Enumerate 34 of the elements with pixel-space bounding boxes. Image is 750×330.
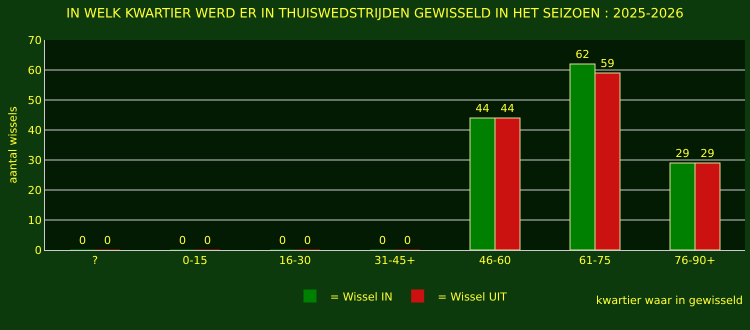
data-label: 62 [576, 48, 590, 61]
data-label: 29 [700, 147, 714, 160]
data-label: 0 [79, 234, 86, 247]
x-tick-label: 46-60 [479, 254, 511, 268]
x-tick-label: 0-15 [182, 254, 208, 268]
data-label: 29 [676, 147, 690, 160]
legend-label: = Wissel IN [330, 290, 393, 304]
y-tick-label: 60 [28, 64, 42, 77]
legend-label: = Wissel UIT [438, 290, 508, 304]
data-label: 0 [104, 234, 111, 247]
x-axis-title: kwartier waar in gewisseld [596, 294, 743, 307]
y-axis-title: aantal wissels [6, 106, 20, 184]
x-tick-label: ? [92, 254, 98, 268]
y-tick-label: 50 [28, 94, 42, 107]
data-label: 0 [204, 234, 211, 247]
data-label: 44 [476, 102, 490, 115]
y-tick-label: 10 [28, 214, 42, 227]
y-tick-label: 30 [28, 154, 42, 167]
y-tick-label: 20 [28, 184, 42, 197]
data-label: 0 [379, 234, 386, 247]
data-label: 0 [179, 234, 186, 247]
y-tick-label: 40 [28, 124, 42, 137]
data-label: 0 [304, 234, 311, 247]
data-label: 59 [600, 57, 614, 70]
chart-title: IN WELK KWARTIER WERD ER IN THUISWEDSTRIJDEN GEWISSELD IN HET SEIZOEN : 2025-2026 [66, 6, 684, 22]
data-label: 0 [279, 234, 286, 247]
data-label: 44 [500, 102, 514, 115]
x-tick-label: 61-75 [579, 254, 611, 268]
y-tick-label: 0 [34, 244, 42, 257]
x-tick-label: 16-30 [279, 254, 311, 268]
y-tick-label: 70 [28, 34, 42, 47]
data-label: 0 [404, 234, 411, 247]
x-tick-label: 31-45+ [374, 254, 416, 268]
x-tick-label: 76-90+ [674, 254, 716, 268]
